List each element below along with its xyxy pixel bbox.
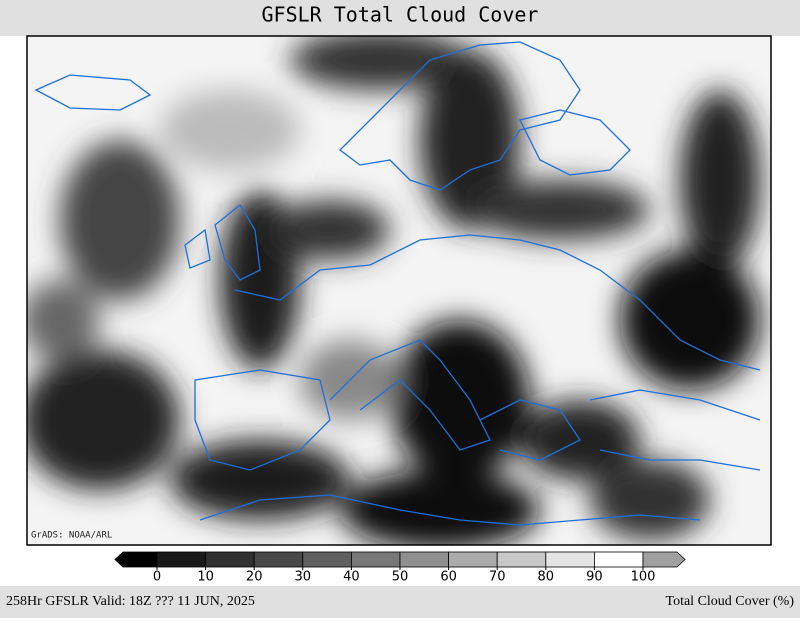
map-frame — [26, 35, 772, 546]
colorbar-tick-label: 60 — [440, 570, 457, 585]
colorbar-segment — [545, 551, 595, 568]
colorbar-end — [114, 551, 158, 568]
cloud-field — [27, 36, 760, 545]
colorbar-tick-label: 80 — [538, 570, 555, 585]
colorbar-tick-label: 30 — [295, 570, 312, 585]
cloud-map — [27, 36, 771, 545]
colorbar-segment — [594, 551, 644, 568]
colorbar-end — [642, 551, 686, 568]
colorbar-tick-label: 20 — [246, 570, 263, 585]
colorbar-tick-label: 70 — [489, 570, 506, 585]
colorbar-segment — [302, 551, 352, 568]
title-bar — [0, 0, 800, 36]
colorbar-tick-label: 40 — [343, 570, 360, 585]
colorbar-tick-label: 50 — [392, 570, 409, 585]
colorbar-segment — [399, 551, 449, 568]
colorbar: 0 10 20 30 40 50 60 70 80 90 100 — [114, 551, 686, 585]
colorbar-segment — [253, 551, 304, 568]
colorbar-segment — [496, 551, 547, 568]
title: GFSLR Total Cloud Cover — [262, 3, 539, 27]
colorbar-tick-label: 100 — [631, 570, 656, 585]
colorbar-segment — [448, 551, 498, 568]
coastlines — [34, 41, 761, 526]
colorbar-tick-label: 0 — [153, 570, 161, 585]
footer-left: 258Hr GFSLR Valid: 18Z ??? 11 JUN, 2025 — [6, 594, 255, 609]
credit: GrADS: NOAA/ARL — [31, 531, 112, 541]
footer-bar — [0, 586, 800, 618]
colorbar-segment — [350, 551, 401, 568]
colorbar-tick-label: 90 — [586, 570, 603, 585]
footer-right: Total Cloud Cover (%) — [666, 594, 795, 609]
colorbar-segment — [205, 551, 255, 568]
colorbar-tick-label: 10 — [197, 570, 214, 585]
colorbar-segment — [156, 551, 206, 568]
